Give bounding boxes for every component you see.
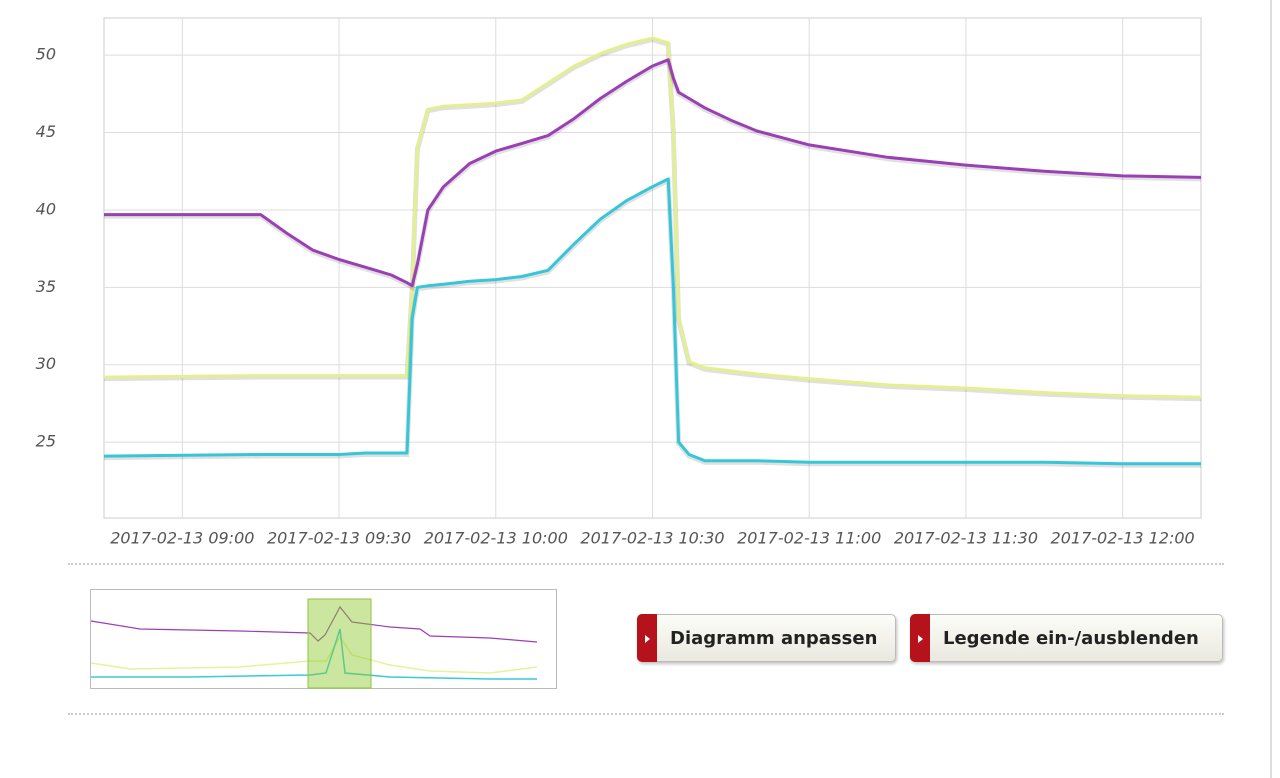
navigator[interactable] [90,589,560,691]
y-tick-label: 35 [36,277,56,296]
chart: 25 30 35 40 45 50 2017-02-13 09:00 2017-02-13 0… [36,17,1202,548]
x-tick-label: 2017-02-13 10:30 [580,529,724,548]
button[interactable]: Legende ein-/ausblenden [910,614,1223,662]
navigator-line [91,628,537,680]
separator [68,563,1224,565]
y-tick-label: 25 [36,432,56,451]
series-line [103,177,1201,466]
navigator-window[interactable] [307,598,372,689]
x-tick-label: 2017-02-13 09:30 [267,529,411,548]
y-tick-label: 40 [36,199,56,218]
x-tick-label: 2017-02-13 10:00 [424,529,568,548]
navigator-line [90,605,538,643]
x-tick-label: 2017-02-13 11:00 [737,529,881,548]
navigator-line [90,635,538,674]
y-tick-label: 45 [36,122,56,141]
series-line [103,36,1202,399]
y-tick-label: 30 [36,354,56,373]
x-tick-label: 2017-02-13 09:00 [110,529,254,548]
page-edge [1270,0,1272,778]
x-tick-label: 2017-02-13 12:00 [1051,529,1195,548]
button[interactable]: Diagramm anpassen [637,614,896,662]
series-line [104,58,1202,288]
x-tick-label: 2017-02-13 11:30 [894,529,1038,548]
y-tick-label: 50 [36,45,56,64]
separator [68,713,1224,715]
